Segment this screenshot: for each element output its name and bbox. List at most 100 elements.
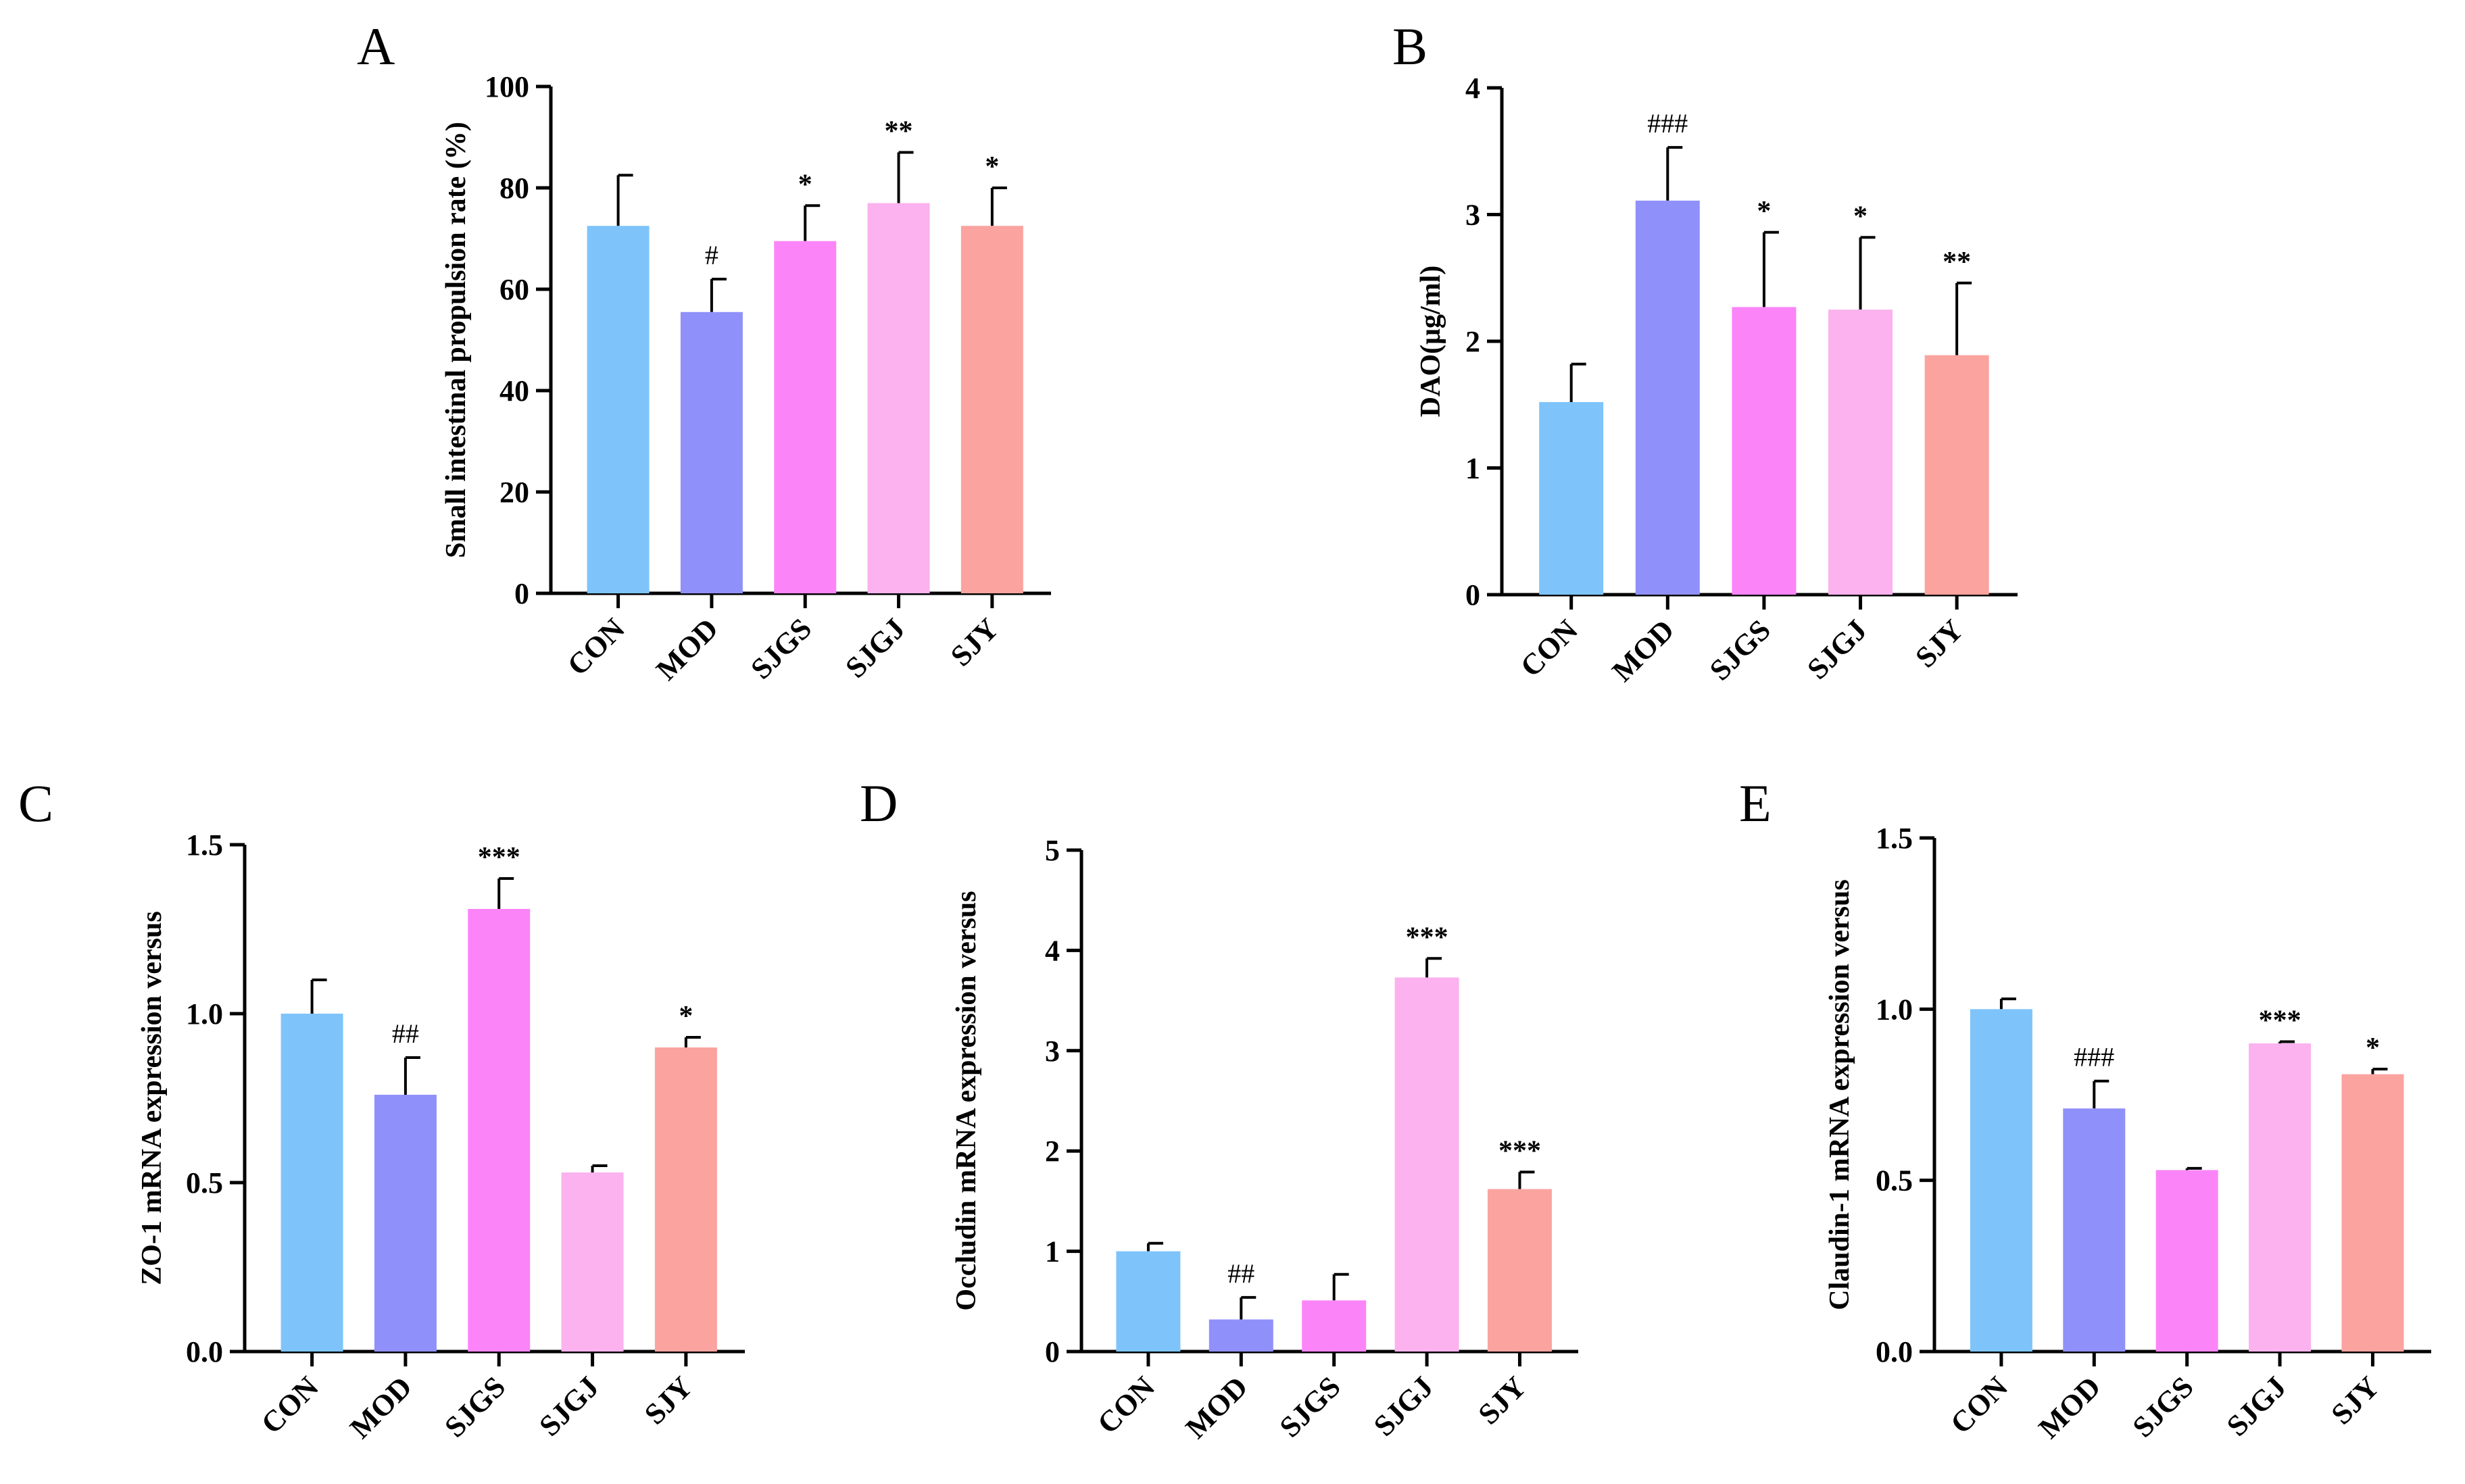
- bar-mod: [1209, 1319, 1273, 1352]
- bar-sjy: [1924, 355, 1989, 595]
- bar-sjgs: [1732, 307, 1797, 595]
- x-tick-label-mod: MOD: [343, 1370, 418, 1445]
- y-axis-label: Claudin-1 mRNA expression versus: [1824, 879, 1855, 1310]
- y-tick-label: 0: [1045, 1335, 1060, 1368]
- bar-con: [587, 226, 650, 593]
- y-tick-label: 4: [1465, 72, 1480, 105]
- significance-marker-sjy: *: [2366, 1033, 2380, 1064]
- significance-marker-sjgs: ***: [478, 842, 520, 873]
- bar-sjgj: [1828, 310, 1893, 595]
- significance-marker-sjgs: *: [1757, 196, 1771, 227]
- bar-sjy: [960, 226, 1023, 593]
- y-tick-label: 4: [1045, 934, 1060, 967]
- x-tick-label-mod: MOD: [1179, 1370, 1254, 1445]
- y-tick-label: 2: [1045, 1135, 1060, 1168]
- chart-panel-c: C 0.0 0.5 1.0 1.5 ZO-1 mRNA expression versus…: [18, 774, 745, 1445]
- bar-sjgs: [1302, 1300, 1367, 1352]
- panel-letter: C: [18, 774, 53, 833]
- y-tick-label: 0.0: [186, 1335, 223, 1368]
- y-tick-label: 40: [499, 374, 529, 407]
- significance-marker-sjy: **: [1943, 247, 1971, 278]
- y-tick-label: 1.5: [186, 828, 223, 862]
- panel-letter: B: [1392, 17, 1427, 76]
- x-tick-label-sjy: SJY: [2325, 1370, 2386, 1431]
- bar-mod: [680, 312, 743, 593]
- x-tick-label-sjgj: SJGJ: [1801, 613, 1873, 685]
- significance-marker-mod: ##: [392, 1018, 419, 1049]
- significance-marker-sjgj: ***: [2259, 1005, 2301, 1036]
- significance-marker-sjgs: *: [798, 169, 812, 200]
- x-tick-label-sjgj: SJGJ: [1367, 1370, 1440, 1442]
- panel-letter: A: [357, 17, 395, 76]
- x-tick-label-sjgj: SJGJ: [2220, 1370, 2293, 1442]
- bar-con: [1539, 402, 1604, 595]
- y-tick-label: 0: [514, 577, 529, 610]
- bar-sjgs: [774, 241, 837, 593]
- y-tick-label: 20: [499, 476, 529, 509]
- significance-marker-sjgj: *: [1853, 201, 1868, 232]
- y-tick-label: 3: [1045, 1035, 1060, 1068]
- x-tick-label-mod: MOD: [650, 612, 725, 687]
- x-tick-label-sjy: SJY: [1909, 613, 1970, 674]
- panel-letter: D: [860, 774, 898, 833]
- y-axis-label: Small intestinal propulsion rate (%): [441, 122, 472, 558]
- x-tick-label-con: CON: [255, 1370, 325, 1440]
- bar-sjgj: [2249, 1043, 2312, 1352]
- y-tick-label: 0.5: [1876, 1164, 1913, 1197]
- significance-marker-sjgj: ***: [1406, 922, 1448, 953]
- bar-sjgj: [1394, 977, 1459, 1352]
- y-tick-label: 2: [1465, 325, 1480, 358]
- y-tick-label: 1.0: [186, 997, 223, 1031]
- bar-con: [1970, 1009, 2032, 1352]
- x-tick-label-sjgs: SJGS: [1703, 613, 1777, 687]
- y-axis-label: ZO-1 mRNA expression versus: [137, 911, 168, 1285]
- significance-marker-mod: #: [705, 240, 718, 270]
- y-axis-label: Occludin mRNA expression versus: [951, 891, 982, 1310]
- significance-marker-sjy: ***: [1498, 1135, 1541, 1166]
- bar-sjy: [654, 1047, 717, 1352]
- significance-marker-mod: ###: [1647, 108, 1688, 139]
- x-tick-label-sjgs: SJGS: [744, 612, 818, 685]
- x-tick-label-sjgj: SJGJ: [533, 1370, 605, 1442]
- bar-con: [1116, 1251, 1181, 1352]
- x-tick-label-sjy: SJY: [638, 1370, 699, 1431]
- y-tick-label: 0.0: [1876, 1335, 1913, 1368]
- y-tick-label: 1: [1045, 1235, 1060, 1268]
- x-tick-label-sjgs: SJGS: [1273, 1370, 1347, 1443]
- bar-sjgs: [2155, 1170, 2218, 1352]
- y-tick-label: 3: [1465, 199, 1480, 232]
- x-tick-label-con: CON: [1944, 1370, 2014, 1440]
- x-tick-label-sjgs: SJGS: [438, 1370, 512, 1443]
- x-tick-label-sjgs: SJGS: [2126, 1370, 2200, 1443]
- x-tick-label-sjy: SJY: [1472, 1370, 1533, 1431]
- bar-mod: [1635, 200, 1700, 595]
- bar-sjgs: [468, 909, 531, 1352]
- panel-letter: E: [1739, 774, 1772, 833]
- x-tick-label-sjgj: SJGJ: [839, 612, 911, 684]
- y-tick-label: 100: [485, 70, 529, 103]
- bar-sjgj: [561, 1172, 624, 1352]
- y-tick-label: 80: [499, 172, 529, 205]
- chart-panel-d: D 0 1 2 3 4 5 Occludin mRNA expression versus CO…: [860, 774, 1578, 1445]
- significance-marker-sjgj: **: [885, 116, 913, 147]
- y-tick-label: 60: [499, 273, 529, 306]
- bar-mod: [374, 1095, 437, 1352]
- x-tick-label-mod: MOD: [1606, 613, 1681, 688]
- x-tick-label-mod: MOD: [2032, 1370, 2107, 1445]
- x-tick-label-sjy: SJY: [944, 612, 1005, 672]
- bar-sjgj: [867, 203, 930, 593]
- chart-panel-b: B 0 1 2 3 4 DAO(μg/ml) CON ### MOD * SJGS * SJGJ ** SJY: [1392, 17, 2018, 688]
- bar-mod: [2063, 1108, 2126, 1352]
- bar-con: [280, 1014, 343, 1352]
- y-tick-label: 0: [1465, 578, 1480, 612]
- y-tick-label: 1: [1465, 452, 1480, 485]
- significance-marker-sjy: *: [679, 1001, 693, 1032]
- y-axis-label: DAO(μg/ml): [1415, 266, 1446, 417]
- significance-marker-mod: ##: [1227, 1258, 1254, 1289]
- x-tick-label-con: CON: [1091, 1370, 1161, 1440]
- chart-panel-a: A 0 20 40 60 80 100 Small intestinal propulsion…: [357, 17, 1051, 687]
- y-tick-label: 5: [1045, 834, 1060, 867]
- y-tick-label: 1.5: [1876, 822, 1913, 855]
- significance-marker-mod: ###: [2074, 1042, 2114, 1072]
